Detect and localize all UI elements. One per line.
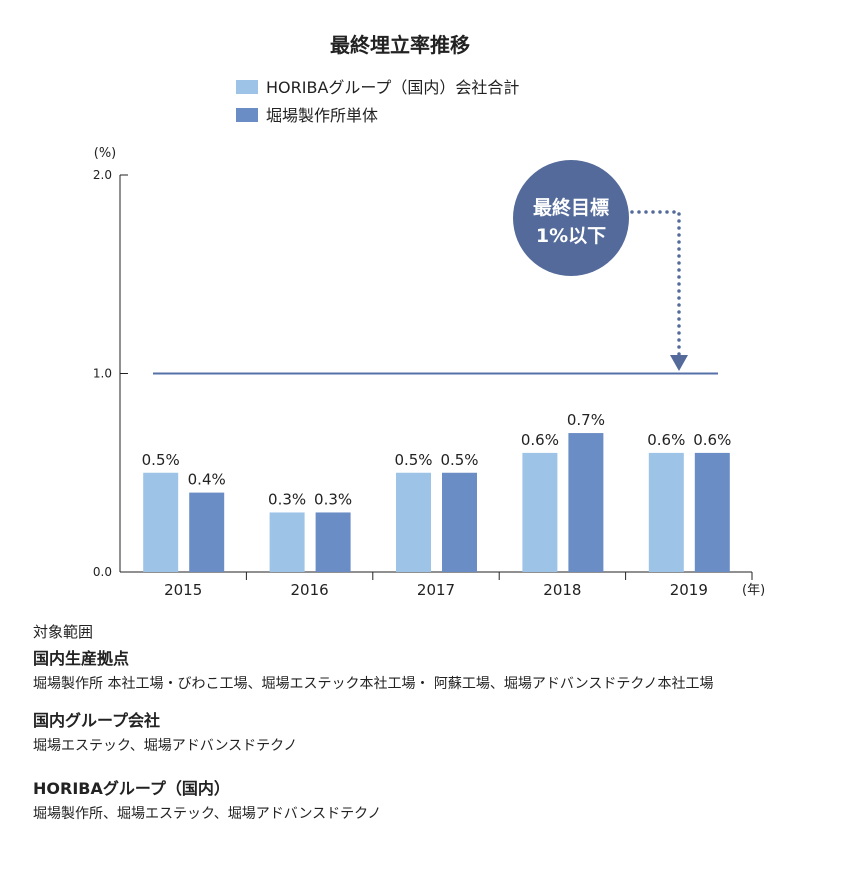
data-label: 0.6% — [647, 431, 685, 449]
target-label: 1%以下 — [536, 225, 606, 247]
target-badge — [513, 160, 629, 276]
bar — [648, 452, 684, 572]
x-axis-label: (年) — [742, 583, 765, 598]
target-label: 最終目標 — [533, 196, 609, 219]
y-tick-label: 2.0 — [93, 168, 112, 182]
data-label: 0.3% — [314, 490, 352, 508]
scope-notes: 対象範囲 国内生産拠点 堀場製作所 本社工場・びわこ工場、堀場エステック本社工場… — [33, 623, 713, 823]
scope-section-title: 国内グループ会社 — [33, 710, 161, 730]
data-label: 0.3% — [268, 490, 306, 508]
x-tick-label: 2015 — [164, 581, 202, 599]
y-tick-label: 0.0 — [93, 565, 112, 579]
y-axis-label: (%) — [94, 146, 117, 161]
y-tick-label: 1.0 — [93, 367, 112, 381]
scope-section-text: 堀場製作所 本社工場・びわこ工場、堀場エステック本社工場・ 阿蘇工場、堀場アドバ… — [33, 676, 714, 693]
data-label: 0.5% — [142, 451, 180, 469]
data-label: 0.6% — [693, 431, 731, 449]
data-label: 0.4% — [188, 471, 226, 489]
bar — [396, 472, 431, 572]
bar — [315, 512, 351, 572]
bar — [522, 452, 558, 572]
bar — [143, 472, 179, 572]
arrowhead-icon — [670, 355, 688, 371]
legend-swatch — [236, 80, 258, 94]
scope-section-title: HORIBAグループ（国内） — [33, 778, 230, 798]
legend-label: 堀場製作所単体 — [266, 106, 378, 125]
x-tick-label: 2019 — [670, 581, 708, 599]
data-label: 0.5% — [394, 451, 432, 469]
scope-section-title: 国内生産拠点 — [33, 649, 130, 668]
legend-label: HORIBAグループ（国内）会社合計 — [266, 78, 519, 97]
scope-heading: 対象範囲 — [33, 623, 94, 641]
x-tick-label: 2017 — [417, 581, 455, 599]
data-label: 0.7% — [567, 411, 605, 429]
legend-swatch — [236, 108, 258, 122]
scope-section-text: 堀場エステック、堀場アドバンスドテクノ — [33, 738, 298, 755]
target-dotted-arrow — [630, 210, 681, 358]
x-tick-label: 2016 — [291, 581, 329, 599]
bar — [442, 472, 477, 572]
chart-title: 最終埋立率推移 — [330, 33, 470, 57]
bar — [189, 492, 225, 572]
bar — [694, 452, 730, 572]
scope-section-text: 堀場製作所、堀場エステック、堀場アドバンスドテクノ — [33, 806, 382, 823]
bar — [568, 433, 604, 572]
data-label: 0.6% — [521, 431, 559, 449]
x-tick-label: 2018 — [543, 581, 581, 599]
data-label: 0.5% — [440, 451, 478, 469]
bar — [269, 512, 305, 572]
